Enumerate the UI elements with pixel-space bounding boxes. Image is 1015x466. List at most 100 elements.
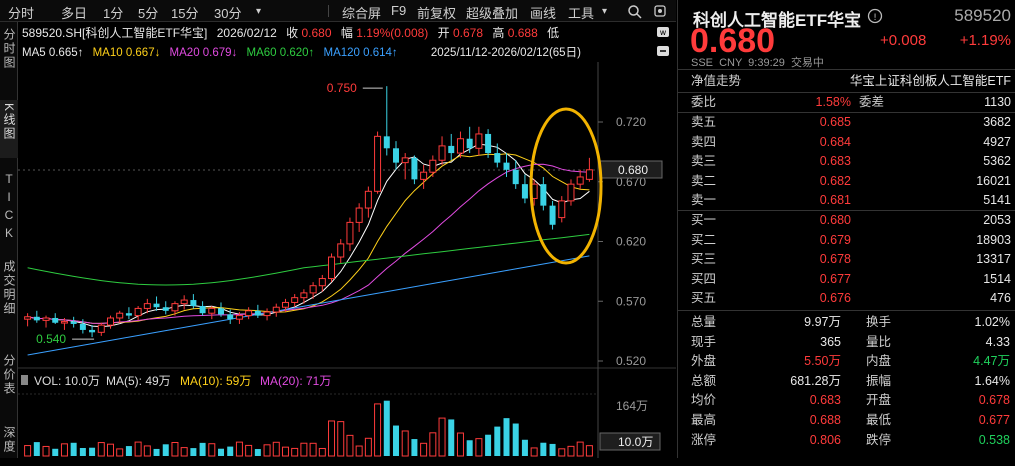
stat-value: 4.47万 <box>973 354 1010 369</box>
bid-volume: 2053 <box>983 213 1011 227</box>
exchange: SSE <box>691 57 714 69</box>
volume-bar <box>346 434 354 457</box>
ma20-label: MA20 0.679↓ <box>169 47 238 59</box>
chart-grid <box>18 62 676 458</box>
collapse-icon[interactable] <box>21 375 28 385</box>
candle-body <box>567 183 575 202</box>
close-value: 0.680 <box>301 26 332 40</box>
minimize-icon[interactable] <box>656 45 670 57</box>
candle-body <box>475 133 483 149</box>
super-overlay-button[interactable]: 超级叠加 <box>466 6 519 21</box>
tab-15min[interactable]: 15分 <box>171 6 199 21</box>
candle-body <box>190 300 197 307</box>
stat-value: 365 <box>820 334 841 349</box>
stat-item: 现手 365 <box>691 333 841 352</box>
volume-bar <box>89 447 96 456</box>
bid-price: 0.678 <box>819 252 851 267</box>
tab-price-table[interactable]: 分价表 <box>0 354 18 410</box>
volume-legend-item: VOL: 10.0万 <box>34 374 100 388</box>
settings-icon[interactable] <box>653 4 667 18</box>
candle-body <box>374 135 382 192</box>
bid-row[interactable]: 买三 0.678 13317 <box>691 250 1011 269</box>
volume-bar <box>245 444 253 457</box>
bid-row[interactable]: 买一 0.680 2053 <box>691 211 1011 230</box>
composite-screen-button[interactable]: 综合屏 <box>342 6 382 21</box>
stat-item: 外盘 5.50万 <box>691 352 841 371</box>
draw-line-button[interactable]: 画线 <box>530 6 557 21</box>
volume-legend-item: MA(5): 49万 <box>106 374 171 388</box>
ask-row[interactable]: 卖一 0.681 5141 <box>691 191 1011 210</box>
candle-body <box>70 321 77 324</box>
volume-bar <box>558 448 566 457</box>
ask-label: 卖一 <box>691 193 717 208</box>
volume-bars: VOL: 10.0万 MA(5): 49万 MA(10): 59万 MA(20): 7… <box>21 374 593 457</box>
tab-tick[interactable]: TICK <box>0 172 18 244</box>
forward-adjust-button[interactable]: 前复权 <box>417 6 457 21</box>
f9-button[interactable]: F9 <box>391 3 407 18</box>
expand-icon[interactable]: w <box>656 26 670 38</box>
volume-bar <box>318 447 326 457</box>
ma10-label: MA10 0.667↓ <box>92 47 161 59</box>
stat-item: 量比 4.33 <box>866 333 1010 352</box>
bid-label: 买三 <box>691 252 717 267</box>
ask-row[interactable]: 卖二 0.682 16021 <box>691 172 1011 191</box>
volume-bar <box>549 443 556 456</box>
candle-body <box>549 205 556 225</box>
tab-1min[interactable]: 1分 <box>103 6 124 21</box>
tab-5min[interactable]: 5分 <box>138 6 159 21</box>
tab-label: 深度 <box>2 426 16 454</box>
candle-body <box>97 324 105 333</box>
stat-item: 最高 0.688 <box>691 411 841 430</box>
tools-dropdown-icon[interactable]: ▾ <box>602 6 608 17</box>
panel-title: 科创人工智能ETF华宝 <box>693 11 862 30</box>
currency: CNY <box>719 57 743 69</box>
bid-row[interactable]: 买二 0.679 18903 <box>691 231 1011 250</box>
volume-bar <box>420 442 428 457</box>
volume-bar <box>143 445 151 457</box>
webi-row: 委比 1.58% 委差 1130 <box>691 93 1011 112</box>
weicha-label: 委差 <box>859 95 885 109</box>
stat-item: 换手 1.02% <box>866 313 1010 332</box>
date-range: 2025/11/12-2026/02/12(65日) <box>430 47 581 59</box>
ask-row[interactable]: 卖四 0.684 4927 <box>691 133 1011 152</box>
bar-date: 2026/02/12 <box>216 26 277 40</box>
stat-value: 0.688 <box>809 413 841 427</box>
info-icon[interactable]: ! <box>867 8 883 24</box>
stat-value: 0.683 <box>809 393 841 408</box>
period-dropdown-icon[interactable]: ▾ <box>256 6 262 17</box>
candle-body <box>52 317 59 323</box>
bid-row[interactable]: 买四 0.677 1514 <box>691 270 1011 289</box>
candle-body <box>576 176 584 185</box>
tab-timeshare-chart[interactable]: 分时图 <box>0 28 18 80</box>
ma5-line <box>27 143 590 328</box>
candle-body <box>60 321 68 324</box>
tab-trade-details[interactable]: 成交明细 <box>0 260 18 336</box>
volume-bar <box>272 441 280 457</box>
stat-label: 最低 <box>866 413 892 427</box>
tab-intraday[interactable]: 分时 <box>8 6 35 21</box>
candle-body <box>106 317 114 326</box>
search-icon[interactable] <box>627 4 642 19</box>
tab-30min[interactable]: 30分 <box>214 6 242 21</box>
ask-row[interactable]: 卖三 0.683 5362 <box>691 152 1011 171</box>
volume-bar <box>485 434 492 456</box>
tools-button[interactable]: 工具 <box>568 6 595 21</box>
volume-bar <box>227 446 234 456</box>
tab-depth[interactable]: 深度 <box>0 426 18 466</box>
tab-multiday[interactable]: 多日 <box>61 6 88 21</box>
volume-bar <box>208 443 216 457</box>
ma120-line <box>27 255 590 356</box>
volume-bar <box>263 444 271 457</box>
bid-row[interactable]: 买五 0.676 476 <box>691 289 1011 308</box>
candle-body <box>33 316 40 321</box>
nav-row[interactable]: 净值走势 华宝上证科创板人工智能ETF <box>691 72 1011 91</box>
price-change-pct: +1.19% <box>959 32 1011 49</box>
ask-row[interactable]: 卖五 0.685 3682 <box>691 113 1011 132</box>
candle-body <box>521 184 528 199</box>
tab-label: 成交明细 <box>2 260 16 316</box>
security-code-name: 589520.SH[科创人工智能ETF华宝] <box>22 26 208 40</box>
volume-tag-label: 10.0万 <box>618 435 653 449</box>
candle-body <box>355 207 363 223</box>
kline-chart[interactable]: 0.750 0.540 VOL: 10.0万 MA(5): 49万 MA(10): 5… <box>18 62 676 458</box>
tab-kline-chart[interactable]: K线图 <box>0 100 18 158</box>
